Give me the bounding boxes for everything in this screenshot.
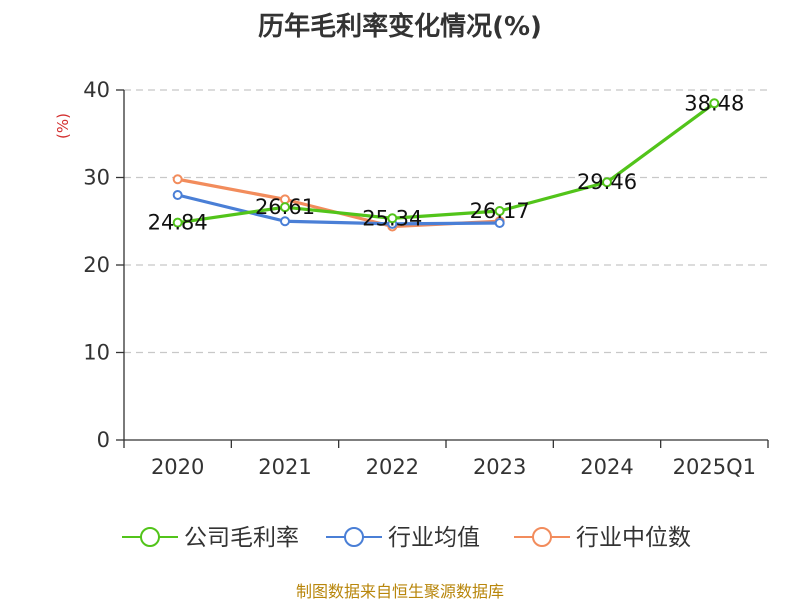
grid-lines [124, 89, 768, 354]
series-lines [172, 98, 720, 232]
chart-title: 历年毛利率变化情况(%) [258, 12, 542, 42]
y-tick-label: 40 [83, 78, 110, 102]
legend-marker [532, 527, 552, 547]
x-tick-label: 2022 [366, 455, 419, 479]
data-point [172, 174, 183, 185]
y-tick-label: 0 [97, 428, 110, 452]
data-label: 26.17 [470, 199, 530, 223]
legend-label: 公司毛利率 [184, 525, 299, 551]
data-labels: 24.84 26.61 25.34 26.17 29.46 38.48 [148, 91, 745, 234]
data-point [280, 202, 290, 213]
x-tick-label: 2025Q1 [673, 455, 756, 479]
x-tick-label: 2021 [258, 455, 311, 479]
y-tick-label: 30 [83, 166, 110, 190]
data-point [709, 98, 720, 109]
legend-marker [344, 527, 364, 547]
data-point [387, 213, 398, 224]
legend-label: 行业中位数 [576, 525, 691, 551]
data-label: 25.34 [362, 206, 422, 230]
source-note: 制图数据来自恒生聚源数据库 [295, 582, 504, 601]
legend: 公司毛利率 行业均值 行业中位数 [122, 525, 691, 551]
data-point [172, 217, 183, 228]
data-point [494, 218, 505, 228]
series-line [177, 102, 716, 225]
x-tick-label: 2024 [580, 455, 633, 479]
axes: 0 10 20 30 40 2020 2021 2022 2023 2024 2025Q1 (%) [54, 78, 769, 479]
data-label: 29.46 [577, 170, 637, 194]
legend-marker [140, 527, 160, 547]
data-point [494, 206, 505, 217]
x-tick-label: 2020 [151, 455, 204, 479]
x-tick-label: 2023 [473, 455, 526, 479]
data-point [602, 177, 612, 188]
y-tick-label: 10 [83, 341, 110, 365]
data-label: 38.48 [684, 91, 744, 115]
data-label: 24.84 [148, 211, 208, 235]
series-line [177, 193, 500, 226]
legend-label: 行业均值 [388, 525, 480, 551]
data-point [280, 216, 290, 227]
y-axis-title: (%) [54, 113, 72, 139]
y-tick-label: 20 [83, 253, 110, 277]
data-point [172, 190, 183, 200]
data-label: 26.61 [255, 195, 315, 219]
series-line [177, 177, 500, 229]
